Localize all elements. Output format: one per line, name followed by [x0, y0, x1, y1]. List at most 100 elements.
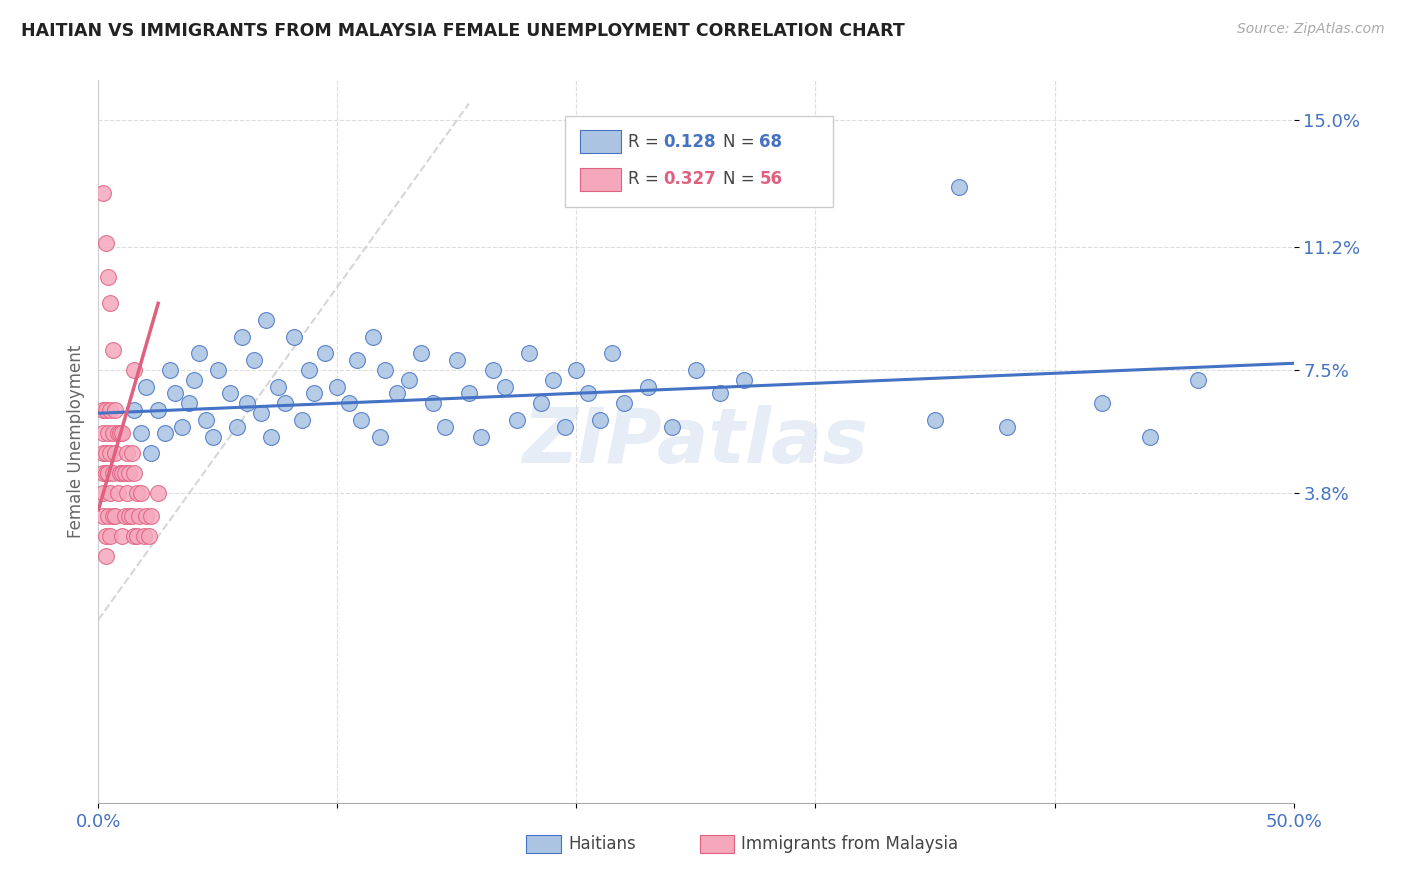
- Point: [187, 346, 209, 360]
- Point: [350, 413, 373, 427]
- Point: [363, 329, 385, 343]
- Point: [135, 509, 157, 524]
- Text: 56: 56: [759, 170, 782, 188]
- Point: [1091, 396, 1114, 410]
- Point: [506, 413, 529, 427]
- Point: [494, 379, 516, 393]
- FancyBboxPatch shape: [581, 168, 620, 191]
- Point: [470, 429, 492, 443]
- Point: [108, 466, 131, 480]
- Point: [91, 446, 114, 460]
- Point: [111, 466, 134, 480]
- Point: [179, 396, 201, 410]
- Point: [733, 373, 755, 387]
- Text: R =: R =: [628, 170, 658, 188]
- Point: [235, 396, 257, 410]
- Point: [132, 529, 155, 543]
- Point: [94, 446, 117, 460]
- Point: [121, 446, 143, 460]
- Point: [422, 396, 444, 410]
- Point: [346, 353, 368, 368]
- Point: [131, 426, 153, 441]
- Point: [254, 313, 277, 327]
- Point: [155, 426, 177, 441]
- Point: [226, 419, 249, 434]
- Point: [995, 419, 1018, 434]
- Point: [107, 426, 129, 441]
- Text: 0.128: 0.128: [664, 133, 716, 151]
- Point: [374, 363, 396, 377]
- Point: [446, 353, 468, 368]
- Point: [94, 236, 117, 251]
- Point: [148, 403, 170, 417]
- Text: 0.327: 0.327: [664, 170, 717, 188]
- Point: [139, 509, 162, 524]
- Point: [124, 529, 146, 543]
- Point: [91, 403, 114, 417]
- Point: [637, 379, 659, 393]
- Point: [530, 396, 553, 410]
- Point: [121, 509, 143, 524]
- Point: [124, 466, 146, 480]
- Point: [114, 509, 136, 524]
- Point: [104, 446, 127, 460]
- Text: R =: R =: [628, 133, 658, 151]
- Point: [125, 486, 148, 500]
- Point: [183, 373, 205, 387]
- Point: [125, 529, 148, 543]
- Point: [541, 373, 564, 387]
- Point: [661, 419, 683, 434]
- Point: [948, 179, 970, 194]
- Y-axis label: Female Unemployment: Female Unemployment: [66, 345, 84, 538]
- Point: [98, 529, 122, 543]
- Point: [101, 426, 124, 441]
- Point: [111, 529, 134, 543]
- Point: [315, 346, 337, 360]
- Point: [101, 343, 124, 357]
- Point: [107, 486, 129, 500]
- Point: [1187, 373, 1209, 387]
- Text: Haitians: Haitians: [568, 835, 636, 853]
- Point: [602, 346, 624, 360]
- Point: [94, 403, 117, 417]
- Point: [115, 486, 138, 500]
- Point: [578, 386, 600, 401]
- Point: [207, 363, 229, 377]
- Point: [94, 529, 117, 543]
- Point: [202, 429, 225, 443]
- Point: [517, 346, 540, 360]
- Point: [172, 419, 194, 434]
- Point: [274, 396, 297, 410]
- Point: [398, 373, 420, 387]
- Point: [115, 446, 138, 460]
- Point: [97, 509, 120, 524]
- Point: [135, 379, 157, 393]
- Point: [339, 396, 361, 410]
- Text: HAITIAN VS IMMIGRANTS FROM MALAYSIA FEMALE UNEMPLOYMENT CORRELATION CHART: HAITIAN VS IMMIGRANTS FROM MALAYSIA FEMA…: [21, 22, 905, 40]
- Point: [148, 486, 170, 500]
- Point: [111, 426, 134, 441]
- Point: [159, 363, 181, 377]
- Point: [458, 386, 481, 401]
- Point: [114, 466, 136, 480]
- FancyBboxPatch shape: [700, 835, 734, 854]
- Text: N =: N =: [724, 170, 755, 188]
- FancyBboxPatch shape: [565, 117, 834, 207]
- Point: [243, 353, 266, 368]
- Point: [298, 363, 321, 377]
- Point: [291, 413, 314, 427]
- Point: [97, 426, 120, 441]
- Point: [131, 486, 153, 500]
- Point: [326, 379, 349, 393]
- Point: [98, 403, 122, 417]
- Point: [411, 346, 433, 360]
- Point: [267, 379, 290, 393]
- Point: [283, 329, 305, 343]
- Point: [124, 403, 146, 417]
- Point: [91, 466, 114, 480]
- Point: [385, 386, 409, 401]
- Point: [108, 426, 131, 441]
- Point: [124, 363, 146, 377]
- Point: [1139, 429, 1161, 443]
- Point: [97, 466, 120, 480]
